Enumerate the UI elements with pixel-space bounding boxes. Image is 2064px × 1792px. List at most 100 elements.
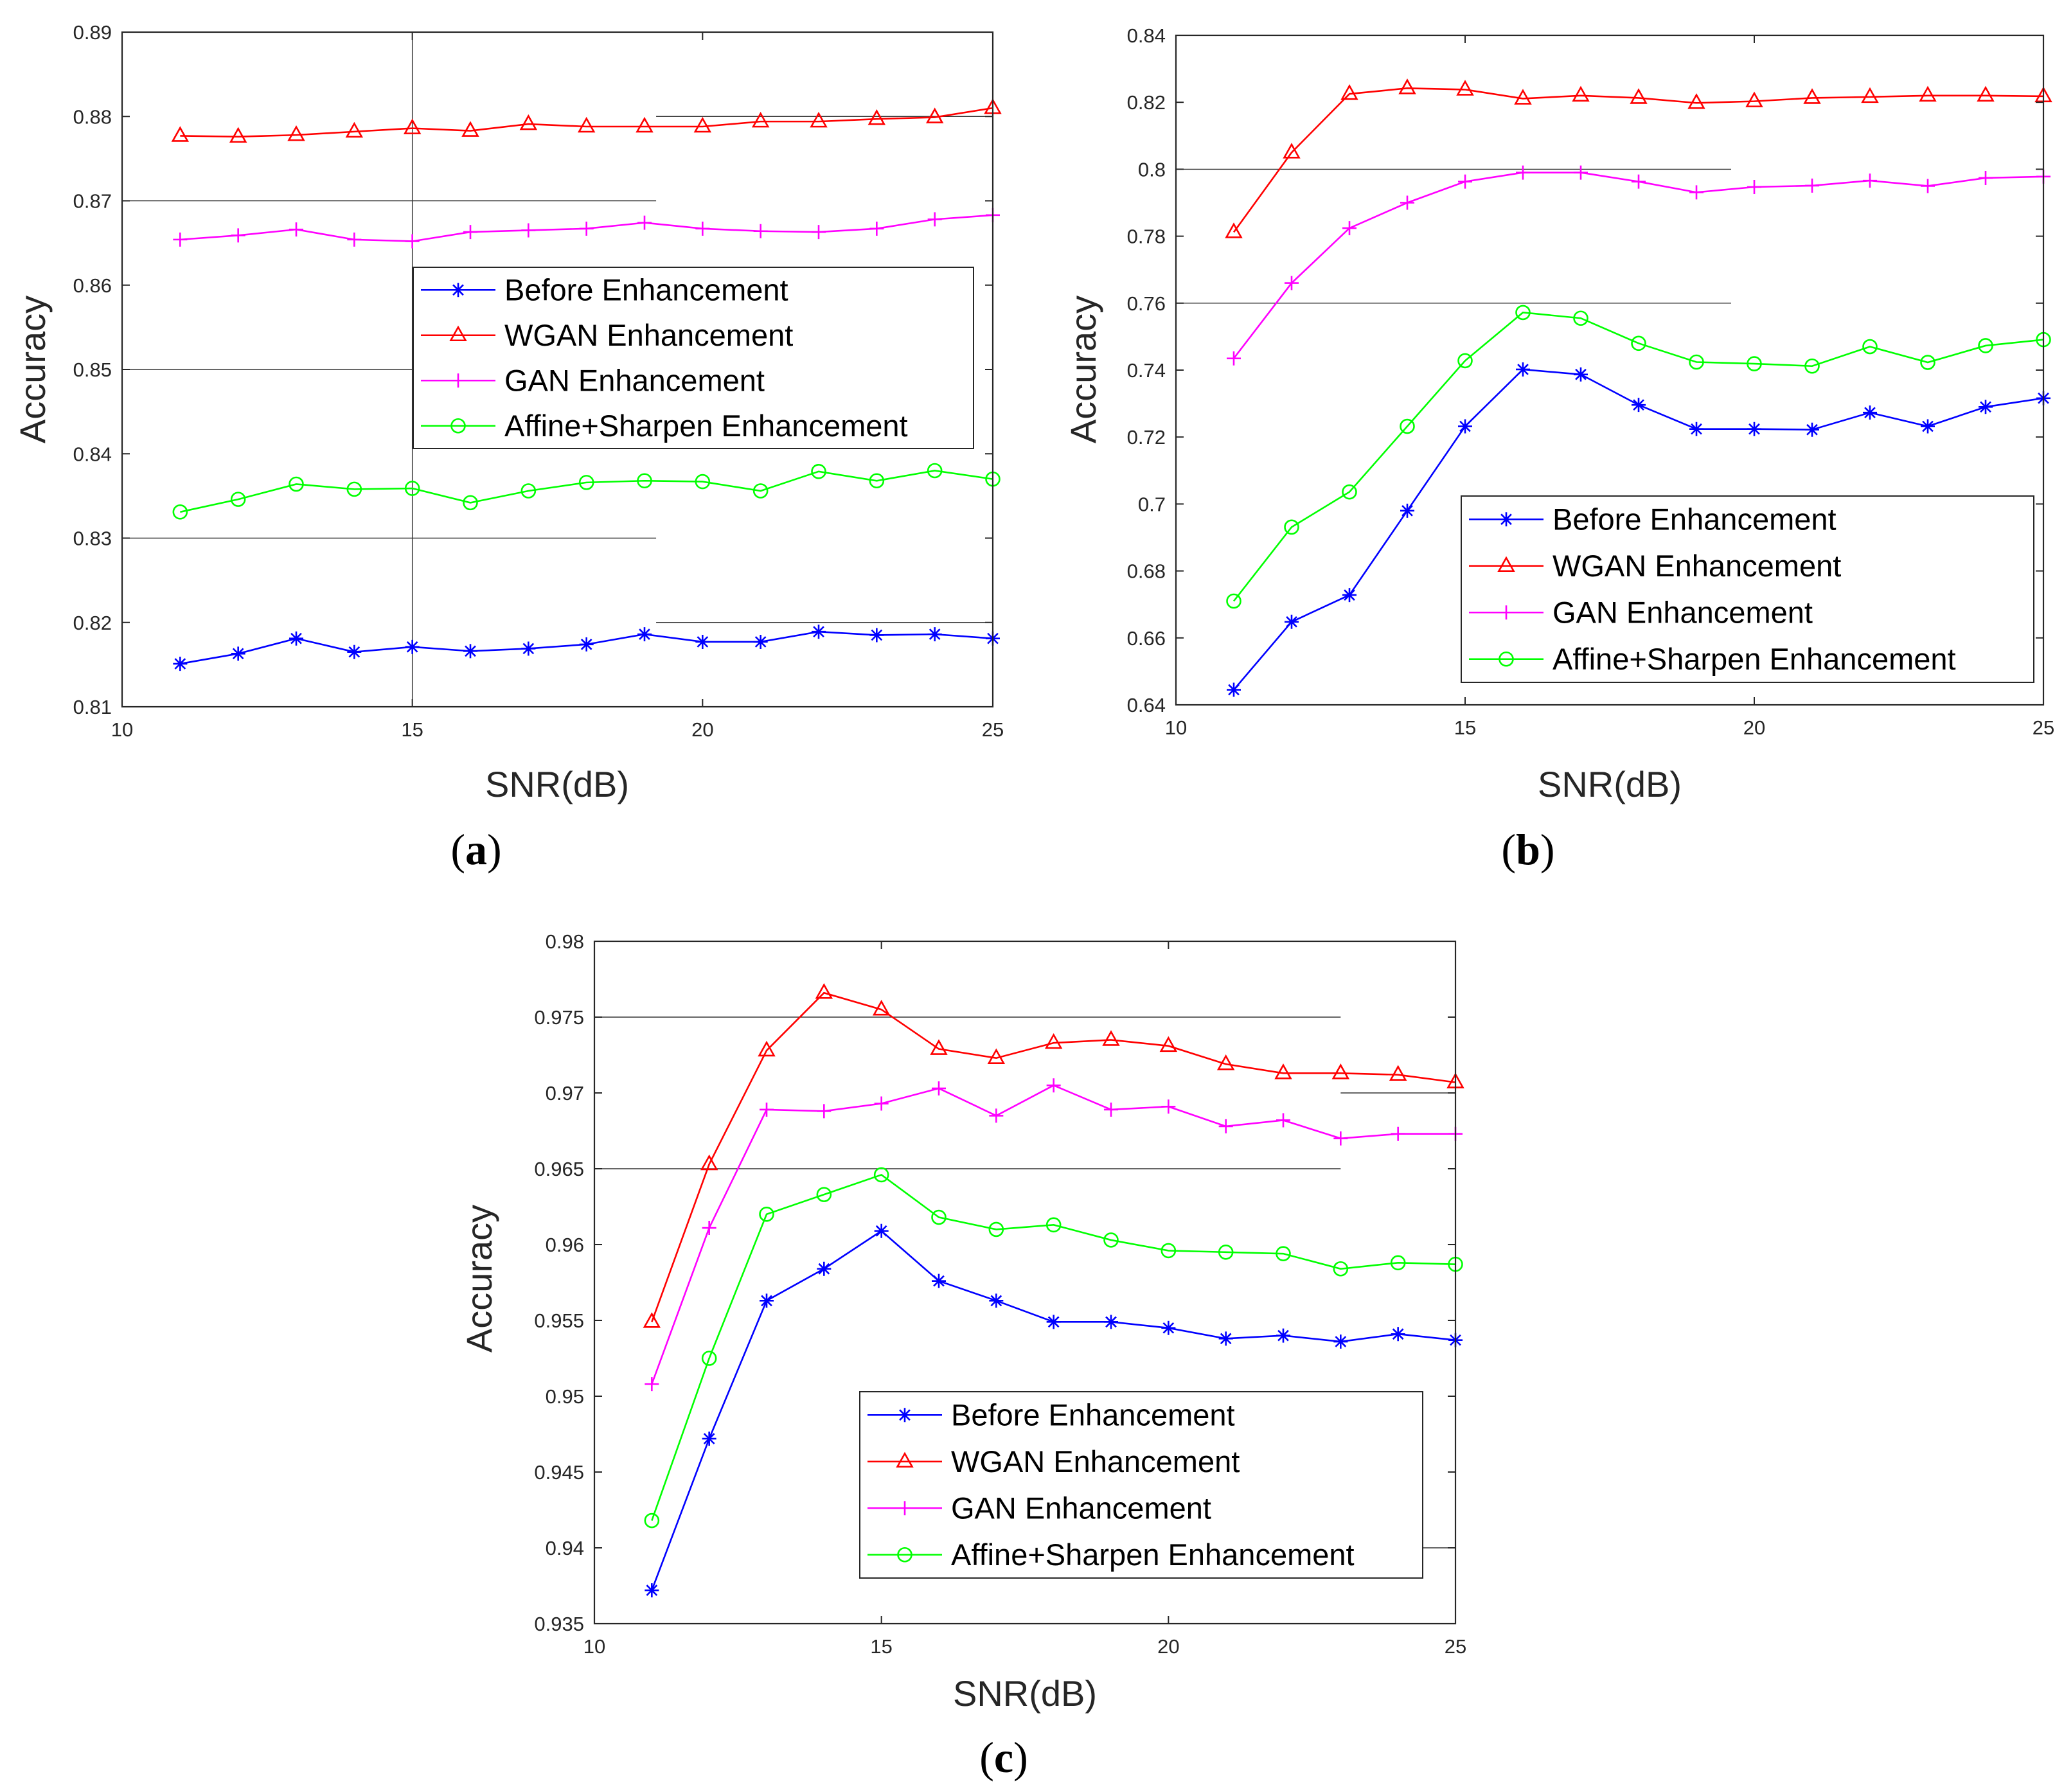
x-tick-label: 25 [2033,716,2054,739]
data-point [874,1096,889,1111]
legend-label: Affine+Sharpen Enhancement [504,409,908,443]
legend-entry: Affine+Sharpen Enhancement [421,409,908,443]
data-point [1805,178,1819,193]
y-tick-label: 0.81 [73,696,112,718]
y-tick-label: 0.86 [73,274,112,297]
data-point [1045,1217,1062,1233]
legend-entry: GAN Enhancement [1469,595,1813,629]
data-point [1218,1119,1233,1133]
data-point [231,228,245,243]
x-tick-label: 25 [1445,1635,1466,1658]
y-tick-label: 0.83 [73,528,112,550]
legend-entry: Affine+Sharpen Enhancement [1469,642,1956,676]
data-point [1458,174,1472,189]
x-axis-label: SNR(dB) [953,1673,1097,1714]
data-point [1218,1245,1234,1260]
data-point [171,126,190,142]
legend-label: Affine+Sharpen Enhancement [1552,642,1956,676]
y-tick-label: 0.95 [546,1385,584,1408]
data-point [932,1273,946,1288]
panel-label-letter: a [465,825,487,874]
data-point [173,232,188,247]
legend-label: Before Enhancement [504,272,788,306]
data-point [521,641,536,656]
data-point [1687,93,1705,109]
data-point [637,473,652,489]
y-tick-label: 0.98 [546,930,584,953]
y-axis-label: Accuracy [459,1205,499,1353]
legend-label: Before Enhancement [1552,502,1837,536]
series-line [651,991,1456,1322]
data-point [1398,78,1416,94]
data-point [1161,1243,1177,1259]
data-point [636,116,654,133]
panel-label-open-paren: ( [979,1733,994,1782]
legend: Before Enhancement WGAN Enhancement GAN En… [413,267,974,449]
data-point [812,225,826,240]
data-point [1978,338,1993,353]
data-point [1225,222,1243,238]
y-tick-label: 0.7 [1138,493,1166,515]
legend-entry: WGAN Enhancement [421,318,793,352]
y-tick-label: 0.935 [534,1613,584,1635]
legend-label: GAN Enhancement [951,1491,1211,1525]
panel-label-close-paren: ) [1013,1733,1028,1782]
y-tick-label: 0.88 [73,105,112,128]
data-point [1216,1054,1235,1070]
series-circle [644,1167,1463,1529]
legend-entry: WGAN Enhancement [867,1444,1240,1478]
y-axis-label: Accuracy [12,296,53,443]
data-point [519,114,538,130]
x-tick-label: 20 [1157,1635,1179,1658]
data-point [760,1293,774,1308]
y-tick-label: 0.82 [73,612,112,634]
data-point [702,1432,716,1446]
data-point [1342,484,1357,500]
data-point [578,475,594,490]
data-point [1457,353,1473,369]
y-tick-label: 0.96 [546,1234,584,1256]
data-point [230,492,246,507]
data-point [643,1312,661,1328]
data-point [1747,356,1762,371]
data-point [577,116,596,133]
data-point [751,111,770,128]
panel-a: 10 15 20 25 0.81 0.82 0.83 0.84 0.85 0.86 0.87 0.88… [12,21,1004,874]
data-point [1632,398,1646,413]
data-point [1333,1261,1349,1277]
series-line [651,1173,1456,1521]
legend-box [859,1391,1423,1579]
data-point [229,127,247,143]
data-point [1514,89,1532,105]
legend-marker [1499,651,1514,667]
data-point [405,639,420,654]
reference-lines [1176,168,1731,304]
data-point [1630,88,1648,104]
data-point [987,1048,1006,1065]
series-star [1227,362,2051,697]
data-point [693,116,712,133]
data-point [1046,1315,1061,1329]
data-point [1458,419,1472,434]
data-point [1747,421,1761,436]
legend-marker [898,1408,912,1423]
panel-label-open-paren: ( [450,825,465,874]
x-tick-label: 10 [111,718,133,741]
legend-label: GAN Enhancement [504,363,765,397]
data-point [817,1261,832,1276]
data-point [1920,355,1935,370]
data-point [700,1154,718,1171]
y-tick-label: 0.945 [534,1461,584,1484]
series-line [1232,87,2044,233]
data-point [869,628,884,643]
data-point [817,1104,832,1119]
data-point [1400,503,1414,518]
axes: 10 15 20 25 0.935 0.94 0.945 0.95 0.955 0.96 0.965… [534,930,1466,1658]
legend-entry: Before Enhancement [867,1397,1235,1432]
legend-entry: Before Enhancement [421,272,788,306]
legend-box [1461,495,2034,683]
y-tick-label: 0.74 [1127,359,1166,382]
data-point [702,1221,716,1236]
data-point [1218,1331,1233,1346]
